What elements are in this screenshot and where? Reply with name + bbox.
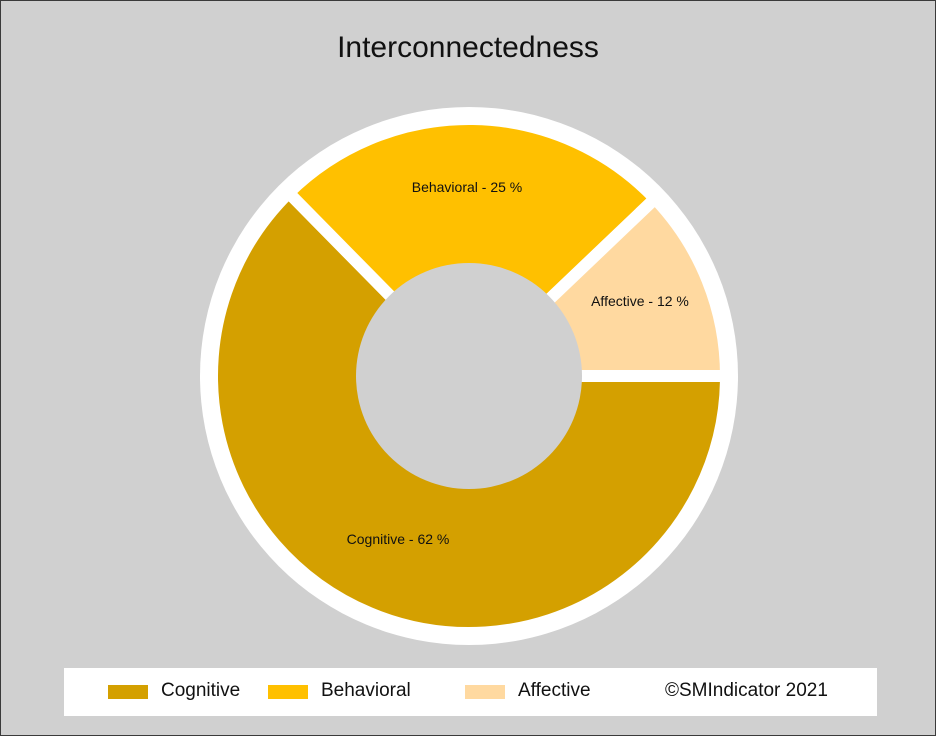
legend-label-affective: Affective	[518, 680, 591, 701]
legend-swatch-cognitive	[108, 685, 148, 699]
chart-title: Interconnectedness	[337, 31, 599, 64]
slice-behavioral	[280, 113, 664, 385]
legend: Cognitive Behavioral Affective ©SMIndica…	[64, 668, 877, 716]
donut-hole	[356, 263, 582, 489]
slice-label-behavioral: Behavioral - 25 %	[412, 179, 523, 195]
legend-swatch-affective	[465, 685, 505, 699]
slice-label-affective: Affective - 12 %	[591, 293, 689, 309]
copyright-text: ©SMIndicator 2021	[665, 680, 828, 701]
legend-label-behavioral: Behavioral	[321, 680, 411, 701]
legend-label-cognitive: Cognitive	[161, 680, 241, 701]
legend-swatch-behavioral	[268, 685, 308, 699]
slice-label-cognitive: Cognitive - 62 %	[347, 531, 450, 547]
